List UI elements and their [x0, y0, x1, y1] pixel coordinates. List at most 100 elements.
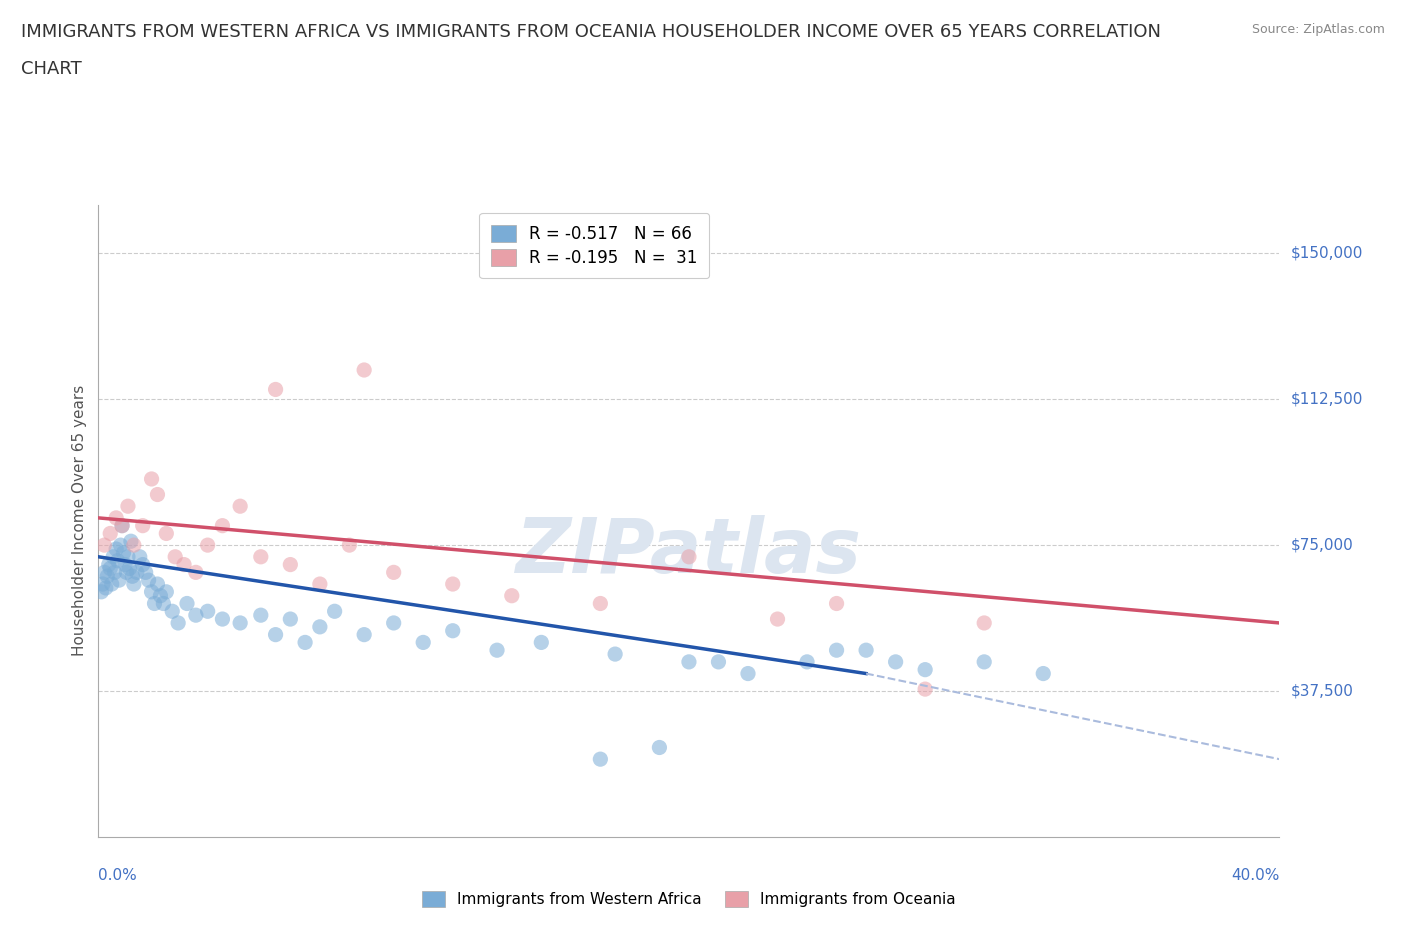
Point: [118, 561, 141, 576]
Point: [796, 655, 818, 670]
Point: [501, 589, 523, 604]
Point: [589, 596, 612, 611]
Point: [132, 557, 155, 572]
Point: [278, 612, 302, 627]
Point: [122, 538, 145, 552]
Point: [353, 627, 375, 642]
Point: [737, 666, 759, 681]
Point: [211, 612, 233, 627]
Point: [132, 518, 155, 533]
Point: [973, 655, 995, 670]
Point: [294, 635, 316, 650]
Point: [884, 655, 907, 670]
Point: [115, 565, 138, 579]
Point: [91, 577, 114, 591]
Point: [309, 577, 332, 591]
Point: [103, 550, 125, 565]
Point: [108, 573, 131, 588]
Point: [914, 662, 936, 677]
Point: [229, 616, 252, 631]
Text: Source: ZipAtlas.com: Source: ZipAtlas.com: [1251, 23, 1385, 36]
Text: $37,500: $37,500: [1291, 684, 1354, 698]
Point: [94, 580, 117, 595]
Point: [96, 569, 118, 584]
Point: [146, 577, 169, 591]
Point: [121, 569, 143, 584]
Point: [914, 682, 936, 697]
Point: [93, 565, 115, 579]
Text: $112,500: $112,500: [1291, 392, 1362, 406]
Point: [117, 550, 139, 565]
Point: [105, 511, 128, 525]
Point: [678, 550, 700, 565]
Point: [122, 577, 145, 591]
Point: [141, 472, 163, 486]
Point: [111, 518, 134, 533]
Point: [162, 604, 183, 618]
Point: [250, 607, 273, 622]
Point: [111, 518, 134, 533]
Point: [1032, 666, 1054, 681]
Point: [264, 382, 287, 397]
Point: [441, 623, 464, 638]
Point: [278, 557, 302, 572]
Text: 40.0%: 40.0%: [1232, 868, 1279, 883]
Point: [707, 655, 730, 670]
Point: [93, 538, 115, 552]
Point: [120, 534, 142, 549]
Point: [98, 561, 121, 576]
Point: [112, 546, 135, 561]
Text: $150,000: $150,000: [1291, 246, 1362, 260]
Point: [128, 550, 150, 565]
Point: [766, 612, 789, 627]
Point: [441, 577, 464, 591]
Point: [100, 577, 122, 591]
Point: [149, 589, 172, 604]
Point: [486, 643, 509, 658]
Point: [165, 550, 187, 565]
Point: [648, 740, 671, 755]
Point: [135, 565, 157, 579]
Legend: R = -0.517   N = 66, R = -0.195   N =  31: R = -0.517 N = 66, R = -0.195 N = 31: [479, 213, 710, 278]
Point: [110, 538, 132, 552]
Point: [264, 627, 287, 642]
Point: [382, 565, 405, 579]
Point: [114, 557, 136, 572]
Point: [141, 584, 163, 599]
Point: [678, 655, 700, 670]
Point: [309, 619, 332, 634]
Point: [184, 565, 207, 579]
Point: [211, 518, 233, 533]
Point: [605, 646, 627, 661]
Point: [825, 596, 848, 611]
Point: [973, 616, 995, 631]
Point: [90, 584, 112, 599]
Point: [155, 526, 177, 541]
Legend: Immigrants from Western Africa, Immigrants from Oceania: Immigrants from Western Africa, Immigran…: [416, 884, 962, 913]
Point: [104, 565, 127, 579]
Point: [146, 487, 169, 502]
Point: [353, 363, 375, 378]
Point: [184, 607, 207, 622]
Point: [173, 557, 195, 572]
Point: [197, 538, 219, 552]
Point: [97, 557, 120, 572]
Point: [98, 526, 121, 541]
Point: [143, 596, 166, 611]
Point: [855, 643, 877, 658]
Point: [250, 550, 273, 565]
Text: CHART: CHART: [21, 60, 82, 78]
Text: IMMIGRANTS FROM WESTERN AFRICA VS IMMIGRANTS FROM OCEANIA HOUSEHOLDER INCOME OVE: IMMIGRANTS FROM WESTERN AFRICA VS IMMIGR…: [21, 23, 1161, 41]
Text: 0.0%: 0.0%: [98, 868, 138, 883]
Point: [105, 541, 128, 556]
Point: [167, 616, 190, 631]
Point: [117, 498, 139, 513]
Point: [176, 596, 198, 611]
Point: [107, 553, 129, 568]
Point: [155, 584, 177, 599]
Point: [152, 596, 174, 611]
Point: [323, 604, 346, 618]
Y-axis label: Householder Income Over 65 years: Householder Income Over 65 years: [72, 385, 87, 657]
Point: [197, 604, 219, 618]
Point: [589, 751, 612, 766]
